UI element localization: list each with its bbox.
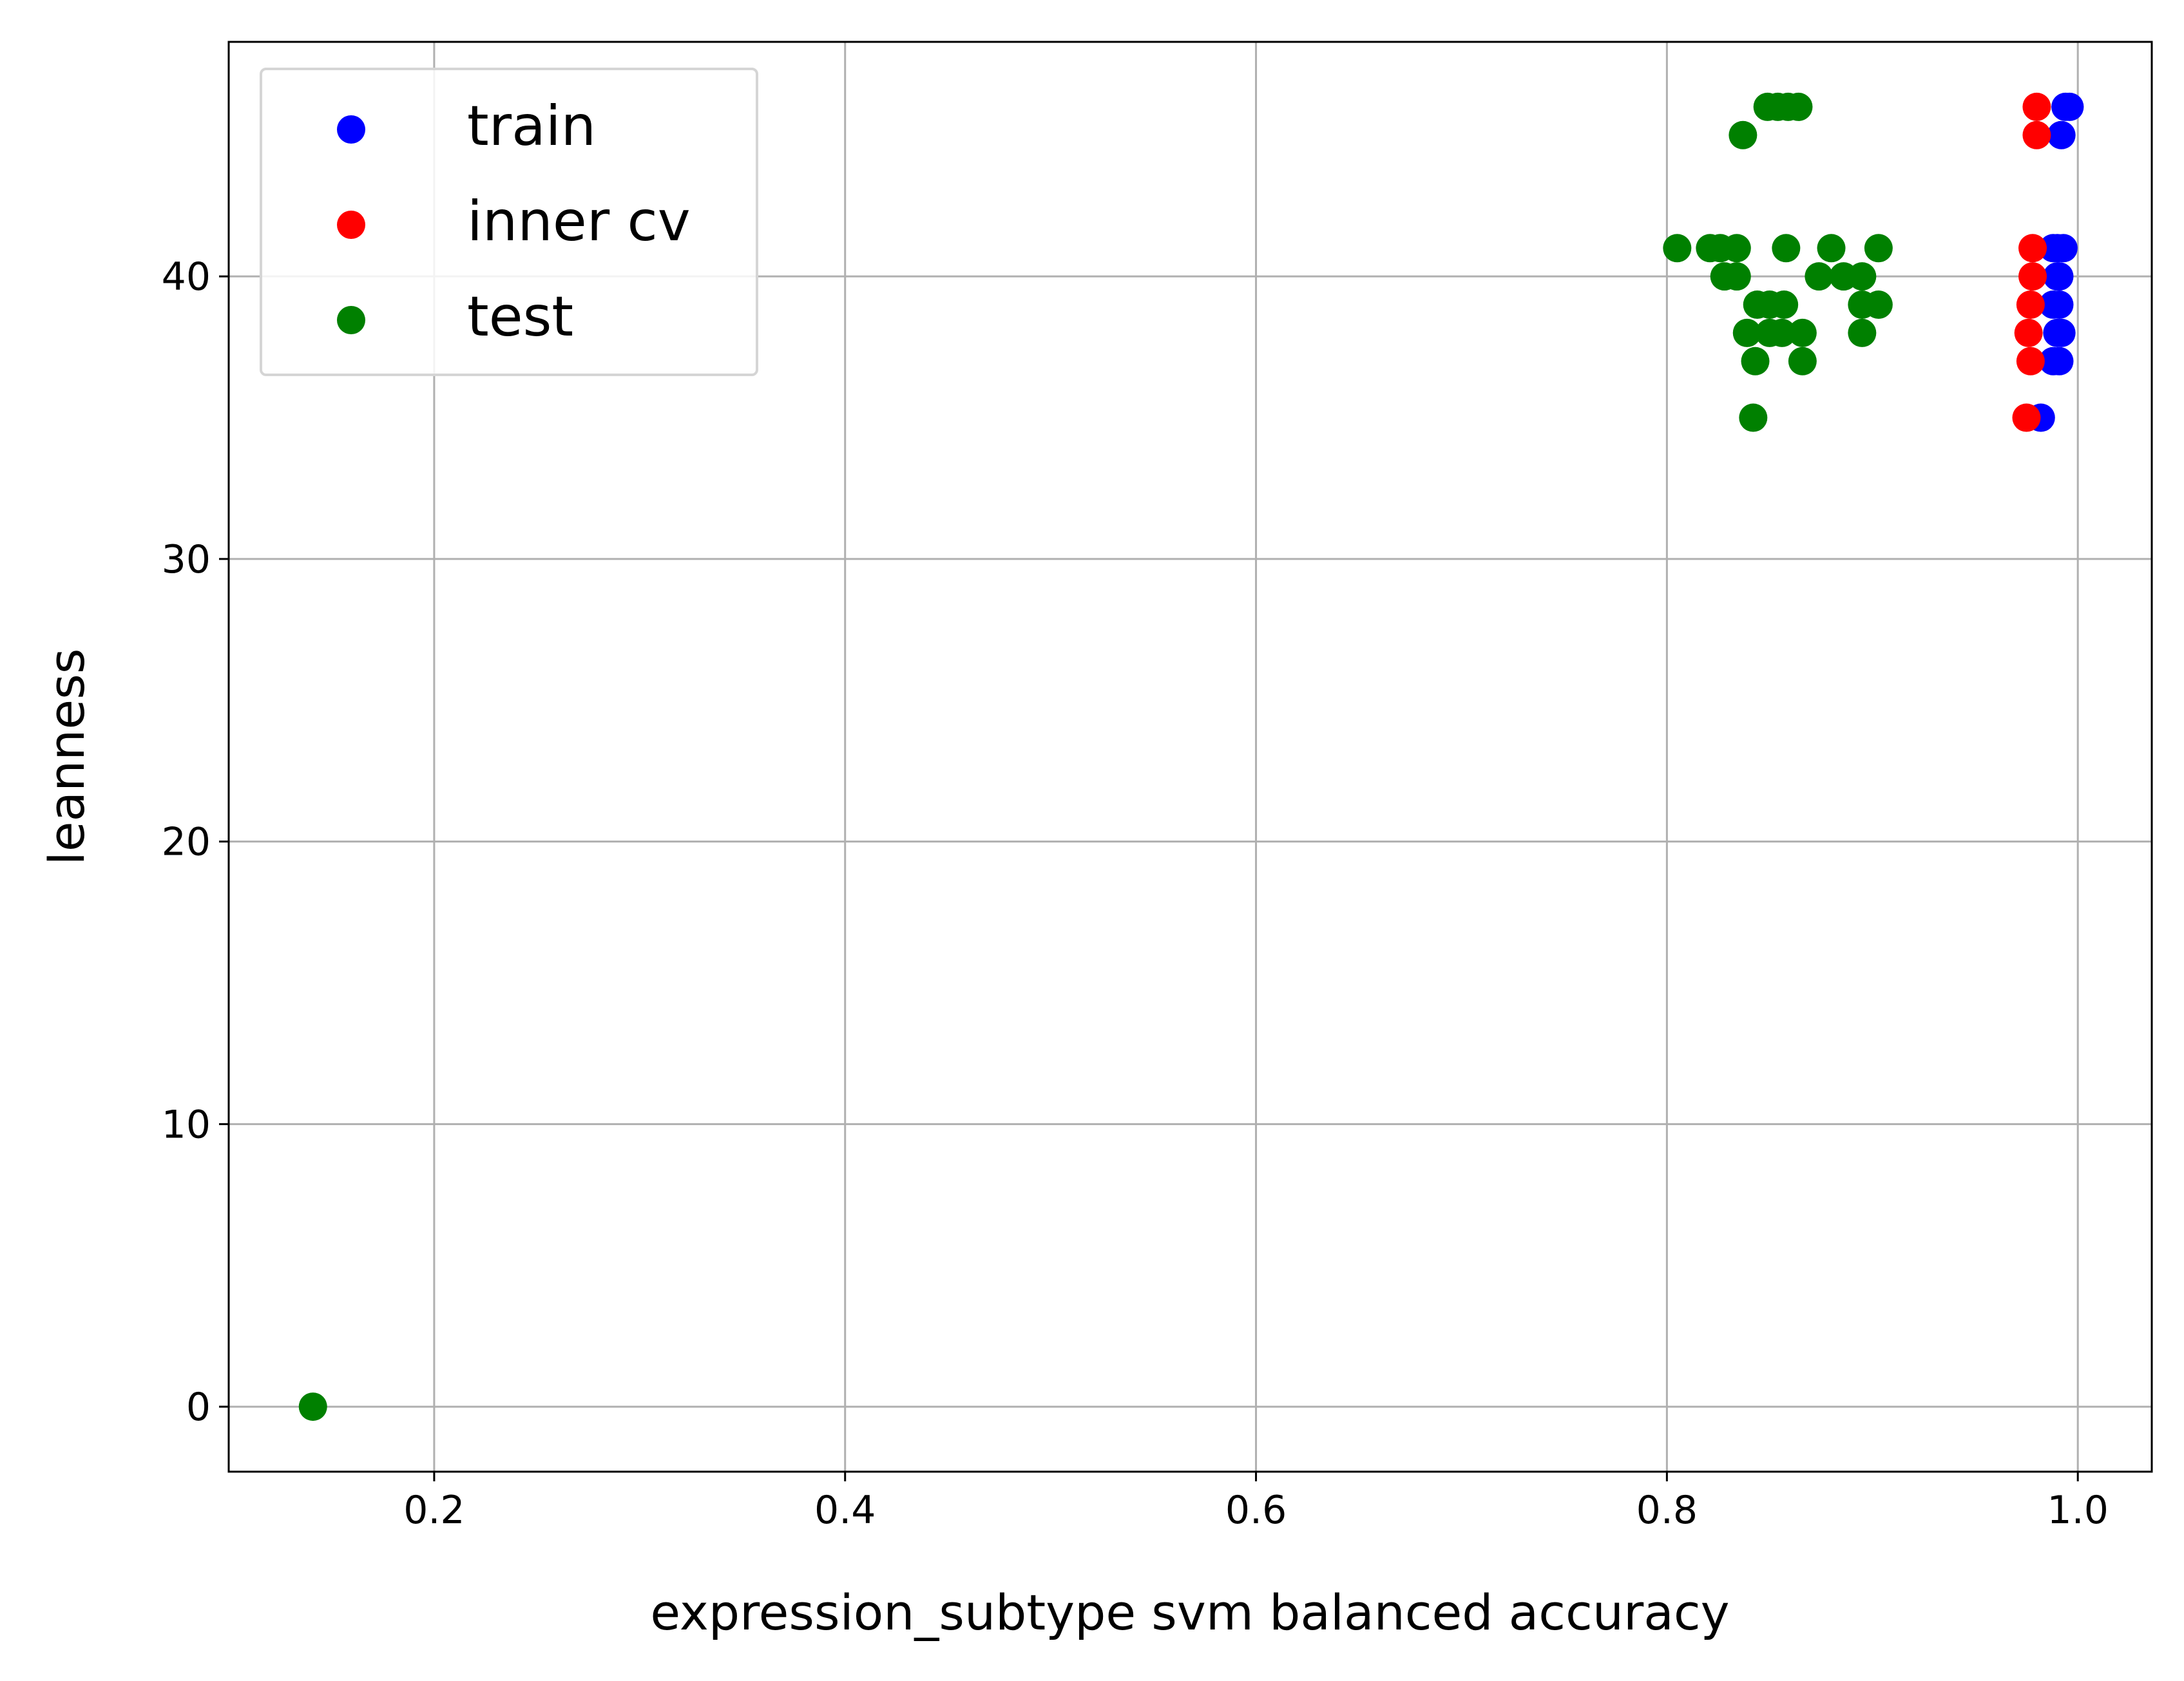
data-point [1848,262,1877,291]
data-point [1722,234,1751,263]
data-point [2047,120,2076,149]
data-point [1864,290,1893,319]
y-tick-label: 40 [162,254,211,299]
legend-label: train [467,94,596,158]
data-point [2045,347,2074,375]
data-point [2055,92,2084,121]
axis-ticks: 0.2 0.4 0.6 0.8 1.0 0 10 20 30 40 [162,254,2109,1533]
legend-label: test [467,285,573,349]
series-train [2026,92,2084,432]
data-point [2018,262,2047,291]
data-point [1722,262,1751,291]
data-point [2018,234,2047,263]
legend: train inner cv test [260,68,758,376]
legend-label: inner cv [467,189,691,254]
data-point [2045,262,2074,291]
data-point [1770,290,1799,319]
y-tick-label: 20 [162,820,211,865]
data-point [1741,347,1770,375]
grid-lines [229,42,2152,1472]
legend-frame [260,68,758,376]
data-point [2045,290,2074,319]
data-point [1739,403,1768,432]
plot-frame [227,41,2153,1473]
data-point [1817,234,1846,263]
data-points [298,92,2084,1421]
data-point [2014,318,2043,347]
x-tick-label: 0.6 [1225,1488,1287,1533]
x-tick-label: 0.4 [814,1488,876,1533]
x-tick-label: 1.0 [2047,1488,2108,1533]
data-point [1784,92,1813,121]
y-tick-label: 10 [162,1102,211,1147]
series-test [298,92,1893,1421]
legend-marker [337,115,365,144]
x-tick-label: 0.8 [1636,1488,1698,1533]
data-point [2012,403,2041,432]
x-axis-label: expression_subtype svm balanced accuracy [650,1584,1729,1641]
data-point [1864,234,1893,263]
data-point [298,1392,327,1421]
data-point [2022,120,2051,149]
data-point [1663,234,1692,263]
data-point [2047,318,2076,347]
x-tick-label: 0.2 [403,1488,465,1533]
data-point [1788,318,1817,347]
y-tick-label: 0 [186,1385,211,1430]
data-point [2016,347,2045,375]
data-point [1772,234,1801,263]
data-point [2016,290,2045,319]
data-point [1788,347,1817,375]
legend-marker [337,211,365,239]
series-inner-cv [2012,92,2051,432]
legend-marker [337,306,365,334]
data-point [1805,262,1834,291]
data-point [2022,92,2051,121]
data-point [1729,120,1758,149]
data-point [1732,318,1761,347]
data-point [1767,318,1796,347]
data-point [1848,318,1877,347]
y-axis-label: leanness [38,649,95,866]
y-tick-label: 30 [162,537,211,582]
data-point [2038,234,2067,263]
